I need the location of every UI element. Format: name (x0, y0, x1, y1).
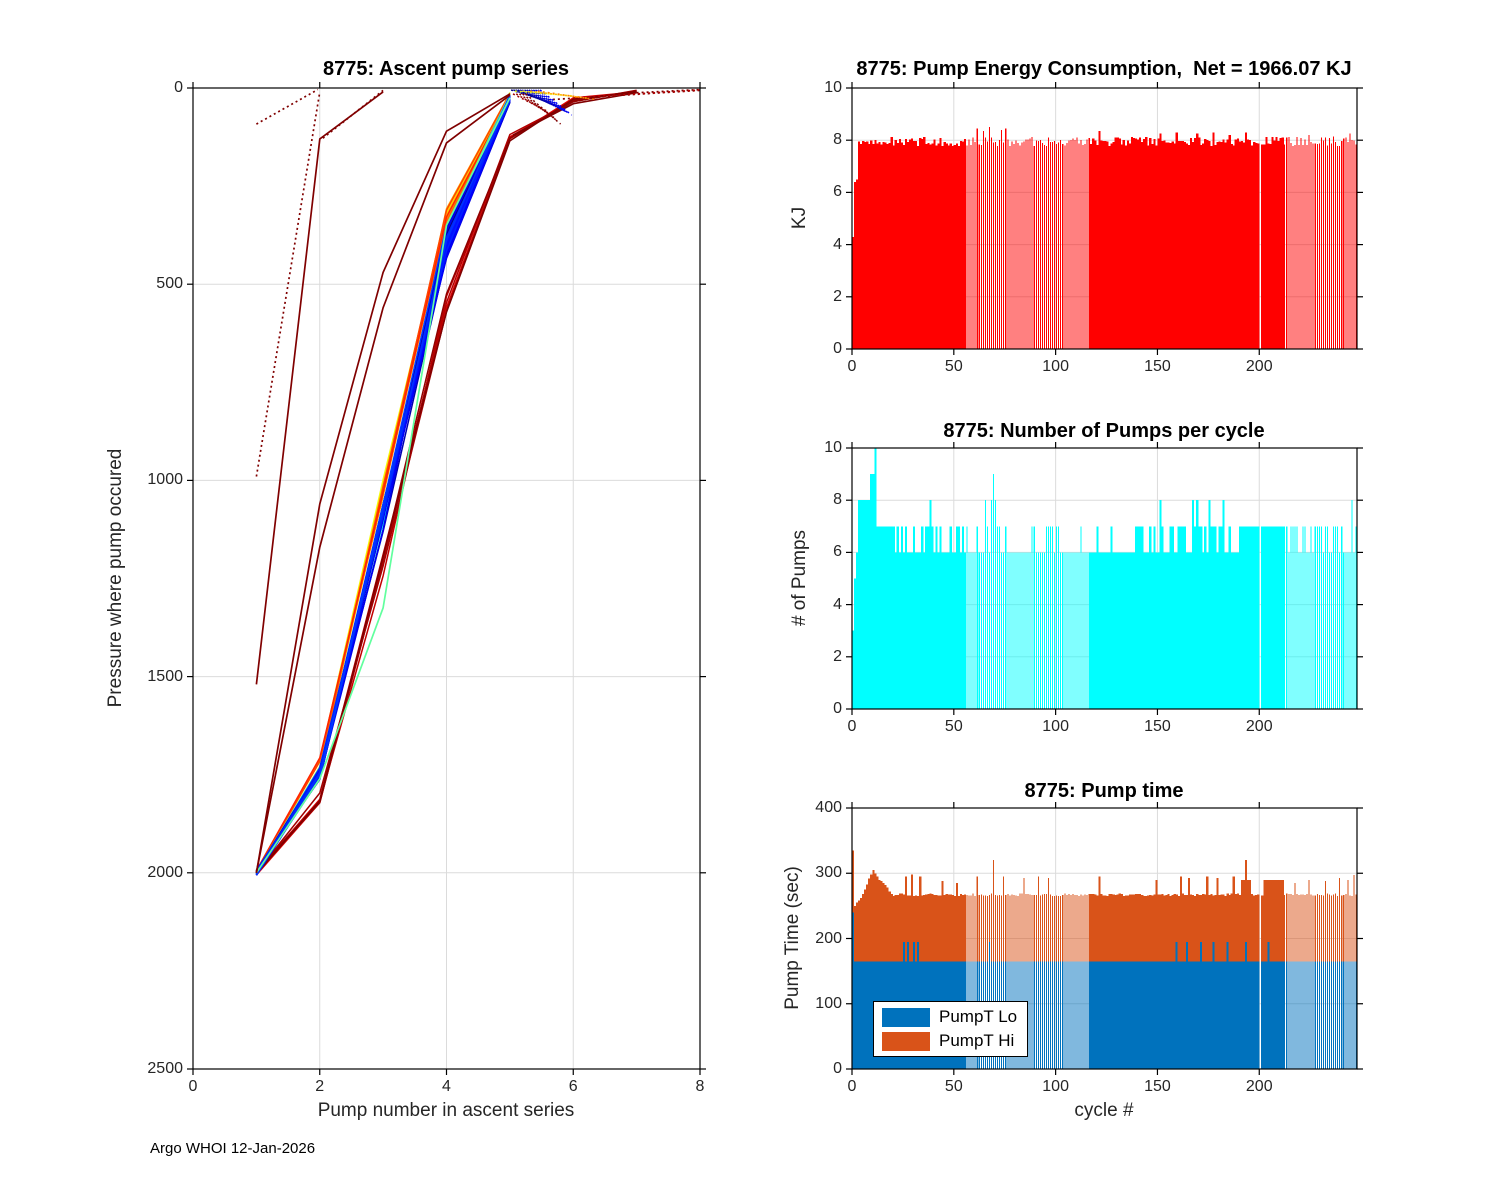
x-tick-label: 150 (1144, 358, 1171, 375)
x-tick-label: 100 (1042, 1078, 1069, 1095)
x-tick-label: 100 (1042, 718, 1069, 735)
legend-entry-pumpt-hi: PumpT Hi (882, 1031, 1017, 1051)
y-tick-label: 6 (833, 183, 842, 201)
y-tick-label: 8 (833, 131, 842, 149)
x-tick-label: 0 (847, 358, 857, 375)
x-tick-label: 0 (847, 1078, 857, 1095)
y-tick-label: 500 (156, 275, 183, 293)
x-tick-label: 50 (944, 358, 963, 375)
x-tick-label: 50 (944, 1078, 963, 1095)
energy-ylabel: KJ (789, 206, 810, 230)
y-tick-label: 1500 (147, 667, 183, 685)
y-tick-label: 2 (833, 647, 842, 665)
y-tick-label: 2500 (147, 1060, 183, 1077)
pumps-ylabel: # of Pumps (789, 529, 810, 627)
x-tick-label: 0 (847, 718, 857, 735)
x-tick-label: 200 (1245, 718, 1273, 735)
x-tick-label: 50 (944, 718, 963, 735)
pump-time-ylabel: Pump Time (sec) (782, 866, 803, 1010)
ascent-series-ylabel: Pressure where pump occured (105, 448, 126, 708)
ascent-series-title: 8775: Ascent pump series (322, 58, 570, 80)
pumpt-lo-swatch (882, 1007, 930, 1027)
x-tick-label: 200 (1245, 1078, 1273, 1095)
y-tick-label: 300 (815, 864, 842, 882)
pump-time-plot-area: PumpT Lo PumpT Hi (846, 802, 1363, 1075)
energy-plot-area (846, 82, 1363, 355)
y-tick-label: 6 (833, 543, 842, 561)
y-tick-label: 4 (833, 595, 842, 613)
x-tick-label: 150 (1144, 1078, 1171, 1095)
pumps-plot-area (846, 442, 1363, 715)
ascent-series-canvas (187, 82, 706, 1075)
pumps-title: 8775: Number of Pumps per cycle (943, 420, 1265, 442)
pumpt-hi-swatch (882, 1031, 930, 1051)
y-tick-label: 8 (833, 491, 842, 509)
x-tick-label: 200 (1245, 358, 1273, 375)
legend-entry-pumpt-lo: PumpT Lo (882, 1007, 1017, 1027)
pump-time-title: 8775: Pump time (1024, 780, 1184, 802)
ascent-series-xlabel: Pump number in ascent series (317, 1100, 575, 1121)
ascent-series-plot-area (187, 82, 706, 1075)
pumpt-hi-label: PumpT Hi (939, 1031, 1015, 1050)
energy-title: 8775: Pump Energy Consumption, Net = 196… (856, 58, 1352, 80)
y-tick-label: 10 (824, 79, 842, 96)
y-tick-label: 2000 (147, 863, 183, 881)
x-tick-label: 4 (442, 1078, 451, 1095)
pumpt-lo-label: PumpT Lo (939, 1007, 1018, 1026)
x-tick-label: 100 (1042, 358, 1069, 375)
x-tick-label: 8 (695, 1078, 705, 1095)
y-tick-label: 0 (833, 340, 842, 357)
y-tick-label: 1000 (147, 471, 183, 489)
pump-time-legend: PumpT Lo PumpT Hi (873, 1001, 1029, 1057)
pumps-canvas (846, 442, 1363, 715)
x-tick-label: 0 (188, 1078, 198, 1095)
x-tick-label: 150 (1144, 718, 1171, 735)
y-tick-label: 100 (815, 994, 842, 1012)
pump-time-xlabel: cycle # (1074, 1100, 1134, 1121)
y-tick-label: 2 (833, 287, 842, 305)
x-tick-label: 2 (315, 1078, 325, 1095)
y-tick-label: 400 (815, 799, 842, 816)
y-tick-label: 0 (833, 700, 842, 717)
x-tick-label: 6 (568, 1078, 578, 1095)
energy-canvas (846, 82, 1363, 355)
y-tick-label: 4 (833, 235, 842, 253)
y-tick-label: 0 (833, 1060, 842, 1077)
y-tick-label: 200 (815, 929, 842, 947)
footer-credit: Argo WHOI 12-Jan-2026 (150, 1140, 316, 1157)
y-tick-label: 10 (824, 439, 842, 456)
y-tick-label: 0 (174, 79, 183, 96)
